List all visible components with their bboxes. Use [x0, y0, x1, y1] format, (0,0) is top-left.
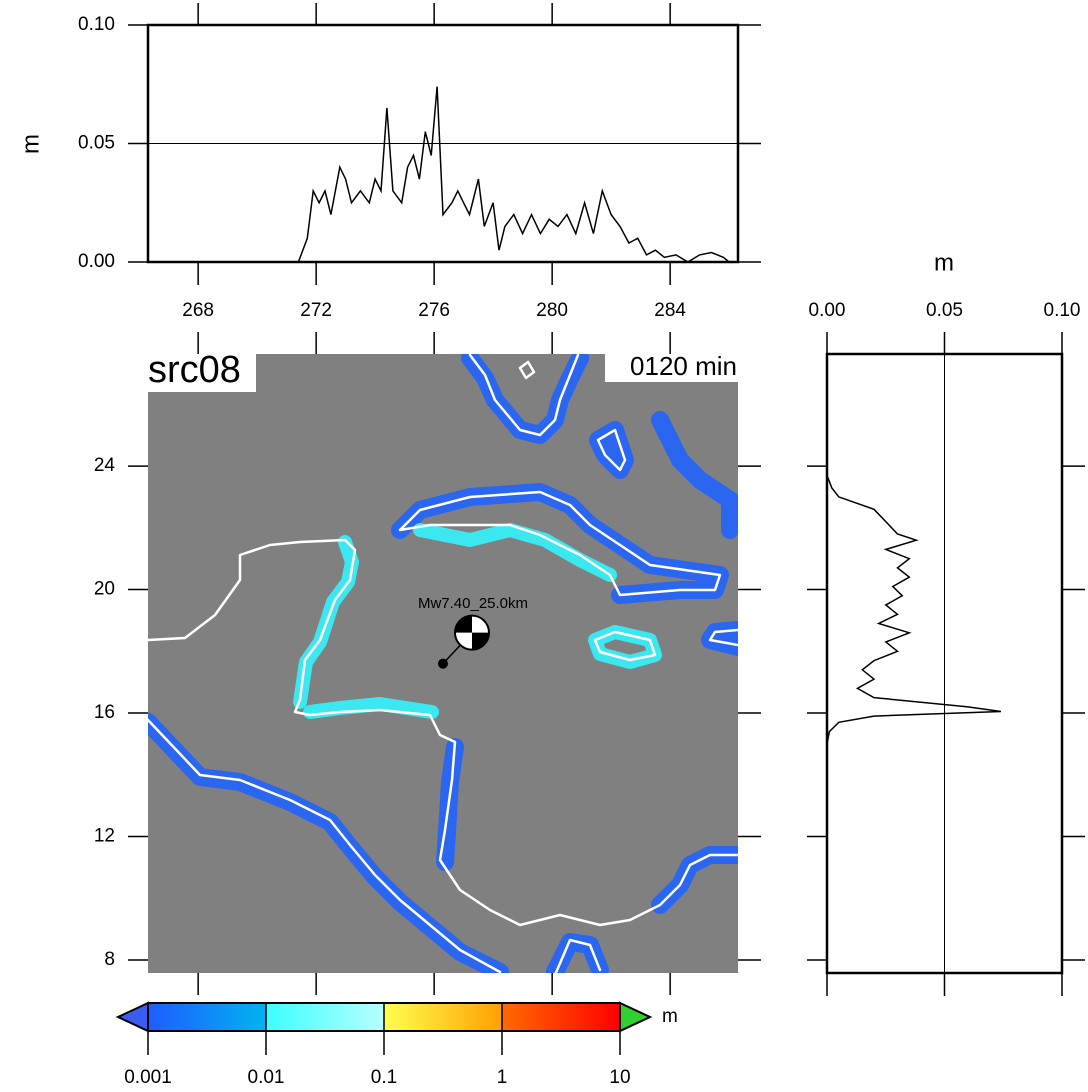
coast: [593, 630, 657, 662]
amplitude-bands: [148, 354, 738, 973]
map-title: src08: [148, 349, 241, 391]
x-tick-label: 276: [418, 300, 450, 321]
y-tick-label: 0.10: [78, 14, 115, 35]
y-tick-label: 12: [94, 826, 115, 847]
y-tick-label: 20: [94, 579, 115, 600]
y-tick-label: 0.05: [78, 133, 115, 154]
coast: [596, 428, 627, 472]
coast: [148, 538, 738, 927]
x-tick-label: 272: [300, 300, 332, 321]
x-tick-label: 0.00: [809, 300, 846, 321]
event-label: Mw7.40_25.0km: [418, 595, 528, 612]
coast: [398, 490, 722, 597]
colorbar-segment: [384, 1003, 502, 1031]
colorbar-tick-label: 0.1: [371, 1067, 397, 1088]
beachball-quadrant: [472, 632, 489, 650]
x-tick-label: 268: [182, 300, 214, 321]
colorbar-segment: [266, 1003, 384, 1031]
colorbar-segment: [148, 1003, 266, 1031]
colorbar-tick-label: 1: [497, 1067, 508, 1088]
y-tick-label: 0.00: [78, 251, 115, 272]
y-tick-label: 16: [94, 702, 115, 723]
y-tick-label: 8: [104, 949, 115, 970]
colorbar-segment: [502, 1003, 620, 1031]
profile-line: [153, 86, 730, 263]
beachball-quadrant: [455, 615, 472, 633]
time-box: [605, 352, 740, 382]
time-label: 0120 min: [630, 351, 737, 381]
x-tick-label: 0.05: [926, 300, 963, 321]
under-triangle: [115, 1001, 149, 1033]
epicenter: [438, 658, 448, 669]
map: src08 0120 min Mw7.40_25.0km: [146, 349, 740, 973]
coast: [468, 354, 580, 437]
x-tick-label: 284: [654, 300, 686, 321]
coast: [554, 938, 602, 973]
colorbar-label: m: [662, 1006, 678, 1027]
band: [148, 713, 509, 973]
title-box: [146, 352, 256, 392]
profile-line: [826, 358, 1002, 973]
over-triangle: [619, 1001, 653, 1033]
coast: [518, 360, 536, 380]
coastline: [148, 354, 738, 973]
band: [651, 411, 738, 539]
colorbar-tick-label: 0.01: [248, 1067, 285, 1088]
colorbar-tick-label: 0.001: [124, 1067, 172, 1088]
band: [413, 523, 617, 582]
y-tick-label: 24: [94, 455, 116, 476]
y-axis-label: m: [17, 134, 44, 154]
colorbar-tick-label: 10: [609, 1067, 630, 1088]
coast: [148, 718, 502, 973]
x-axis-label: m: [934, 249, 954, 276]
coast: [708, 628, 738, 647]
plot-frame: [146, 23, 740, 264]
plot-frame: [825, 352, 1064, 975]
x-tick-label: 0.10: [1044, 300, 1081, 321]
band: [303, 697, 439, 719]
x-tick-label: 280: [536, 300, 568, 321]
